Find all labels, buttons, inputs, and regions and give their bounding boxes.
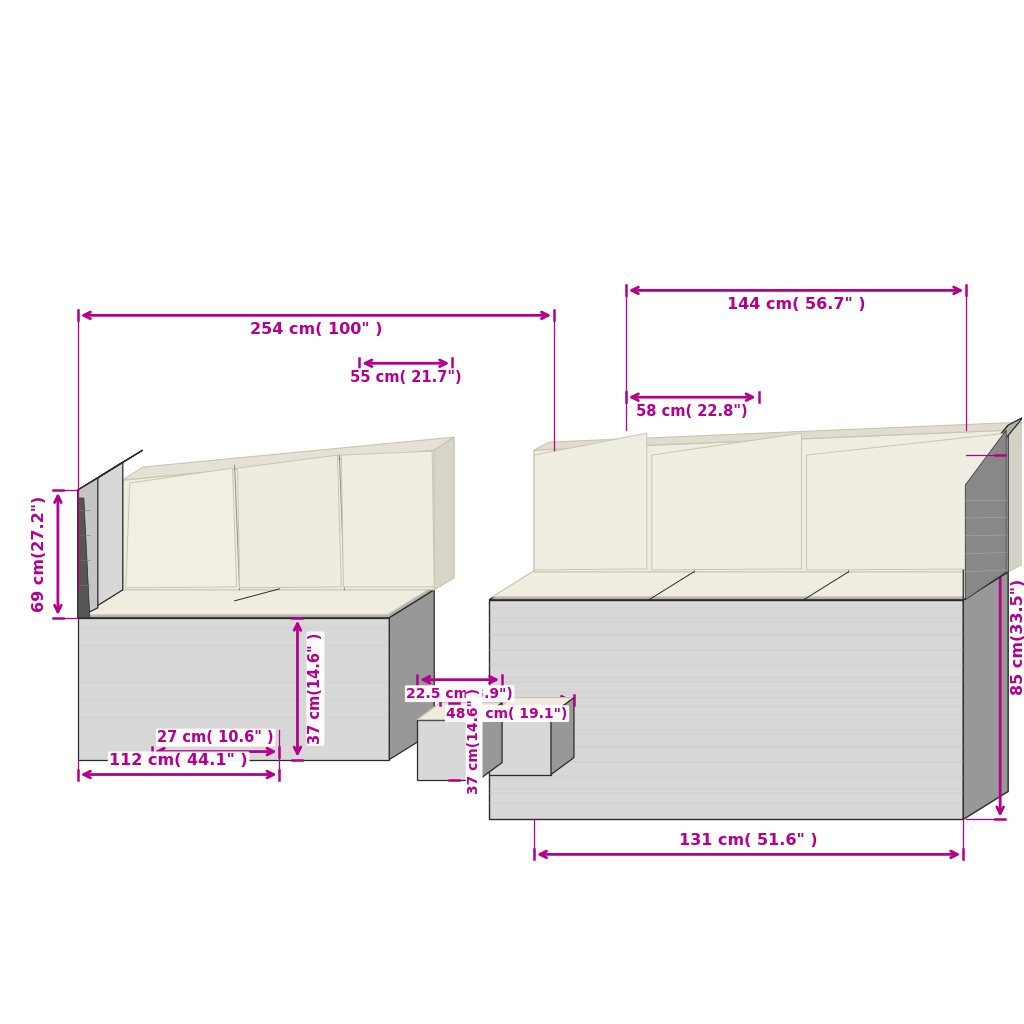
- Polygon shape: [123, 437, 455, 480]
- Polygon shape: [489, 697, 574, 715]
- Polygon shape: [964, 425, 1009, 600]
- Text: 58 cm( 22.8"): 58 cm( 22.8"): [637, 403, 749, 419]
- Polygon shape: [1009, 422, 1023, 571]
- Text: 22.5 cm(8.9"): 22.5 cm(8.9"): [407, 687, 513, 700]
- Text: 254 cm( 100" ): 254 cm( 100" ): [250, 322, 382, 337]
- Polygon shape: [78, 590, 434, 617]
- Polygon shape: [434, 437, 455, 590]
- Polygon shape: [551, 697, 574, 774]
- Polygon shape: [389, 590, 434, 760]
- Polygon shape: [341, 452, 434, 587]
- Polygon shape: [489, 600, 964, 819]
- Polygon shape: [82, 588, 431, 614]
- Polygon shape: [535, 422, 1023, 451]
- Polygon shape: [78, 478, 98, 617]
- Polygon shape: [535, 430, 1009, 571]
- Text: 112 cm( 44.1" ): 112 cm( 44.1" ): [110, 753, 248, 768]
- Polygon shape: [964, 417, 1023, 480]
- Polygon shape: [238, 455, 341, 588]
- Polygon shape: [78, 498, 90, 617]
- Polygon shape: [123, 451, 434, 590]
- Text: 69 cm(27.2"): 69 cm(27.2"): [33, 496, 47, 612]
- Text: 55 cm( 21.7"): 55 cm( 21.7"): [350, 370, 462, 385]
- Text: 131 cm( 51.6" ): 131 cm( 51.6" ): [679, 833, 818, 848]
- Polygon shape: [78, 451, 142, 490]
- Polygon shape: [493, 569, 1007, 597]
- Text: 37 cm(14.6" ): 37 cm(14.6" ): [467, 688, 481, 795]
- Polygon shape: [78, 462, 123, 617]
- Text: 37 cm(14.6" ): 37 cm(14.6" ): [308, 633, 323, 744]
- Polygon shape: [126, 468, 237, 588]
- Polygon shape: [652, 433, 802, 570]
- Polygon shape: [479, 702, 502, 779]
- Polygon shape: [489, 571, 1009, 600]
- Polygon shape: [417, 720, 479, 779]
- Text: 144 cm( 56.7" ): 144 cm( 56.7" ): [727, 297, 865, 312]
- Polygon shape: [535, 433, 647, 570]
- Polygon shape: [78, 617, 389, 760]
- Polygon shape: [417, 702, 502, 720]
- Polygon shape: [966, 430, 1007, 600]
- Polygon shape: [964, 571, 1009, 819]
- Text: 48.5 cm( 19.1"): 48.5 cm( 19.1"): [446, 707, 567, 721]
- Polygon shape: [807, 433, 1007, 570]
- Text: 85 cm(33.5"): 85 cm(33.5"): [1011, 580, 1024, 695]
- Text: 27 cm( 10.6" ): 27 cm( 10.6" ): [158, 730, 274, 745]
- Polygon shape: [489, 715, 551, 774]
